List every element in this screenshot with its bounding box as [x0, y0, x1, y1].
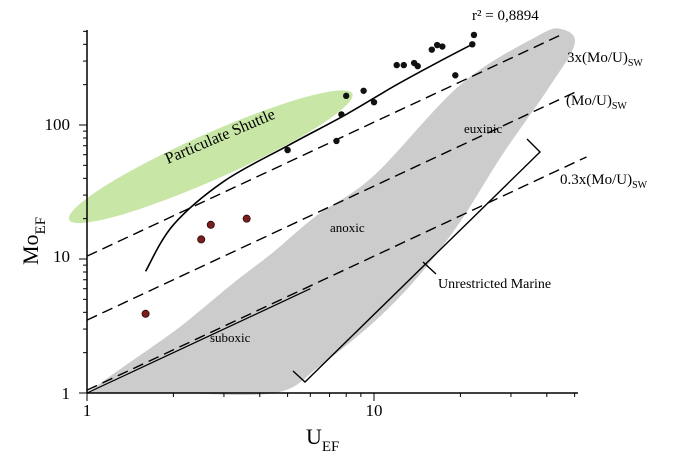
- red-dot-point-1: [141, 309, 150, 318]
- ref-line-label-1x-main: (Mo/U): [566, 93, 612, 109]
- ref-line-1x: [86, 91, 575, 321]
- black-dot-point-16: [470, 31, 478, 39]
- x-axis-title-main: U: [306, 424, 322, 449]
- euxinic-label: euxinic: [464, 121, 502, 136]
- fit-curve-layer: [144, 42, 476, 272]
- particulate-shuttle-region: [68, 90, 353, 224]
- y-tick-label-1: 1: [62, 384, 71, 403]
- ticks-layer: [79, 30, 576, 401]
- black-dot-point-2: [333, 137, 340, 145]
- ref-line-3x: [86, 33, 562, 257]
- fit-curve: [144, 42, 476, 272]
- red-dot-point-3: [206, 220, 215, 229]
- black-dot-point-8: [400, 61, 407, 69]
- black-dot-point-7: [393, 61, 400, 69]
- x-axis-title: UEF: [306, 424, 339, 455]
- ref-line-label-03x-sub: SW: [632, 180, 648, 191]
- black-dot-point-15: [469, 41, 476, 48]
- ref-line-label-3x: 3x(Mo/U)SW: [567, 50, 643, 69]
- suboxic-label: suboxic: [210, 330, 251, 345]
- black-dot-point-4: [342, 92, 350, 100]
- ref-line-label-03x-main: 0.3x(Mo/U): [560, 172, 632, 188]
- r-squared-label: r² = 0,8894: [472, 8, 539, 24]
- x-axis-title-sub: EF: [322, 439, 340, 455]
- ref-line-label-03x: 0.3x(Mo/U)SW: [560, 172, 648, 191]
- black-dot-point-5: [360, 87, 367, 94]
- y-axis-title-main: Mo: [18, 234, 43, 265]
- points-layer: [141, 31, 478, 318]
- ref-line-03x: [86, 156, 587, 391]
- black-dot-point-14: [452, 72, 459, 79]
- reference-lines-layer: [86, 33, 587, 394]
- x-tick-label-1: 1: [83, 401, 92, 420]
- redox-field-region: [87, 28, 576, 396]
- unrestricted-marine-label: Unrestricted Marine: [438, 277, 551, 292]
- black-dot-point-6: [370, 98, 378, 106]
- unity-line: [86, 288, 311, 394]
- red-dot-point-2: [197, 235, 206, 244]
- black-dot-point-3: [338, 111, 345, 118]
- ref-line-label-3x-sub: SW: [628, 58, 644, 69]
- black-dot-point-13: [439, 43, 446, 50]
- red-dot-point-4: [242, 214, 251, 223]
- regions-layer: [68, 28, 576, 396]
- ref-line-label-1x-sub: SW: [612, 101, 628, 112]
- black-dot-point-10: [414, 62, 421, 70]
- ref-line-label-1x: (Mo/U)SW: [566, 93, 627, 112]
- y-axis-title: MoEF: [18, 217, 49, 265]
- anoxic-label: anoxic: [330, 220, 365, 235]
- black-dot-point-1: [284, 146, 291, 154]
- x-tick-label-10: 10: [366, 401, 383, 420]
- y-tick-label-100: 100: [45, 115, 71, 134]
- black-dot-point-12: [433, 41, 441, 49]
- unrestricted-marine-bracket: [292, 138, 541, 383]
- y-axis-title-sub: EF: [33, 217, 49, 235]
- black-dot-point-11: [428, 46, 436, 53]
- unrestricted-marine-leader: [422, 261, 437, 275]
- ref-line-label-3x-main: 3x(Mo/U): [567, 50, 628, 66]
- y-tick-label-10: 10: [53, 247, 70, 266]
